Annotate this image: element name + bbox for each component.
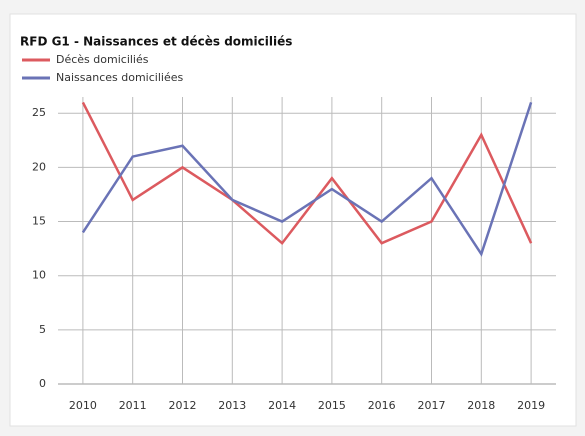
- x-tick-label: 2016: [368, 399, 396, 412]
- x-tick-label: 2014: [268, 399, 296, 412]
- legend-label: Naissances domiciliées: [56, 71, 183, 84]
- y-tick-label: 5: [39, 323, 46, 336]
- x-tick-label: 2018: [467, 399, 495, 412]
- x-tick-label: 2019: [517, 399, 545, 412]
- x-tick-label: 2011: [119, 399, 147, 412]
- x-tick-label: 2013: [218, 399, 246, 412]
- series-line: [81, 102, 533, 257]
- chart-title: RFD G1 - Naissances et décès domiciliés: [20, 35, 292, 49]
- y-tick-label: 20: [32, 160, 46, 173]
- series-line: [81, 101, 533, 246]
- x-tick-label: 2017: [418, 399, 446, 412]
- legend-label: Décès domiciliés: [56, 53, 149, 66]
- y-tick-label: 25: [32, 106, 46, 119]
- y-tick-label: 10: [32, 269, 46, 282]
- x-tick-label: 2012: [169, 399, 197, 412]
- y-tick-label: 0: [39, 377, 46, 390]
- y-tick-label: 15: [32, 215, 46, 228]
- x-tick-label: 2010: [69, 399, 97, 412]
- x-tick-label: 2015: [318, 399, 346, 412]
